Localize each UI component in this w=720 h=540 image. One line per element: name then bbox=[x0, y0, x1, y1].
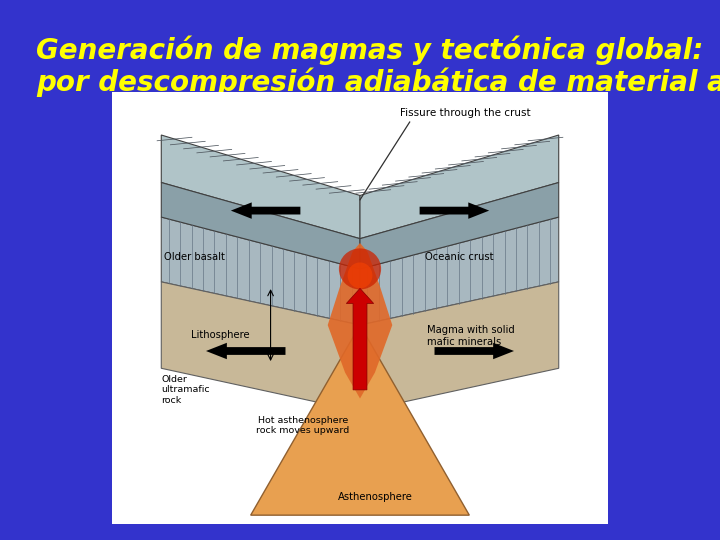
FancyArrow shape bbox=[231, 202, 300, 219]
Text: Older
ultramafic
rock: Older ultramafic rock bbox=[161, 375, 210, 405]
Polygon shape bbox=[360, 282, 559, 411]
FancyArrow shape bbox=[206, 343, 285, 359]
Polygon shape bbox=[328, 243, 392, 399]
Polygon shape bbox=[161, 282, 360, 411]
Text: Lithosphere: Lithosphere bbox=[191, 330, 250, 340]
Polygon shape bbox=[360, 135, 559, 239]
FancyArrow shape bbox=[435, 343, 514, 359]
Polygon shape bbox=[360, 183, 559, 269]
Text: Generación de magmas y tectónica global:: Generación de magmas y tectónica global: bbox=[36, 35, 703, 65]
Text: Magma with solid
mafic minerals: Magma with solid mafic minerals bbox=[427, 325, 515, 347]
Polygon shape bbox=[161, 217, 360, 325]
Polygon shape bbox=[251, 325, 469, 515]
Polygon shape bbox=[161, 183, 360, 269]
Text: Asthenosphere: Asthenosphere bbox=[338, 492, 413, 502]
FancyArrow shape bbox=[420, 202, 489, 219]
Text: Hot asthenosphere
rock moves upward: Hot asthenosphere rock moves upward bbox=[256, 416, 349, 435]
Text: Older basalt: Older basalt bbox=[163, 252, 225, 262]
Text: Dorsales: fusión: Dorsales: fusión bbox=[703, 35, 720, 63]
Text: por descompresión adiabática de material astenosférico: por descompresión adiabática de material… bbox=[36, 68, 720, 97]
Text: Fissure through the crust: Fissure through the crust bbox=[400, 107, 531, 118]
FancyArrow shape bbox=[346, 288, 374, 390]
Polygon shape bbox=[161, 135, 360, 239]
Ellipse shape bbox=[339, 248, 381, 289]
Ellipse shape bbox=[348, 262, 372, 288]
Text: Oceanic crust: Oceanic crust bbox=[425, 252, 493, 262]
Polygon shape bbox=[360, 217, 559, 325]
